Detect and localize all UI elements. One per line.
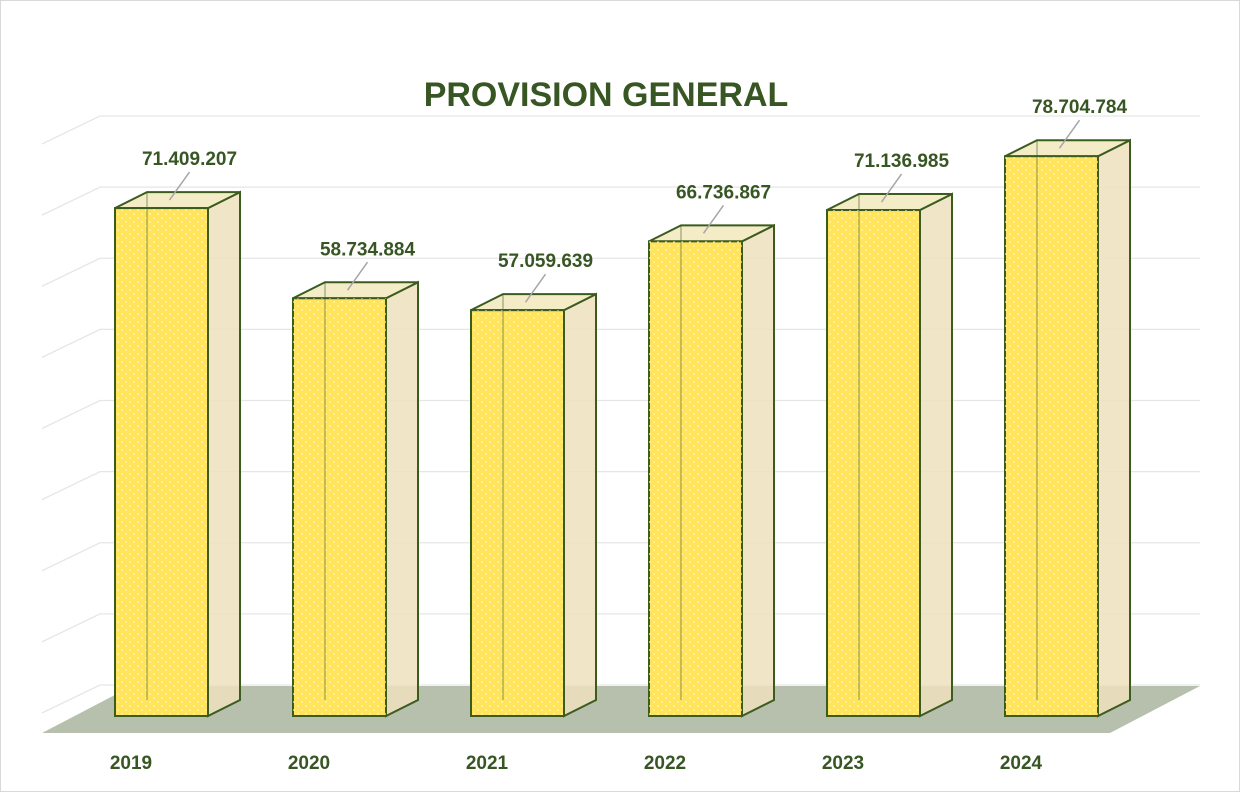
bar-dots: [115, 208, 208, 716]
data-label: 57.059.639: [498, 251, 593, 272]
bar-dots: [293, 298, 386, 716]
data-label: 71.409.207: [142, 149, 237, 170]
x-tick-label: 2024: [1000, 753, 1043, 774]
data-label: 66.736.867: [676, 182, 771, 203]
label-leader: [880, 173, 903, 203]
grid-line: [41, 115, 1200, 145]
bar-side: [1097, 138, 1131, 718]
bar-dots: [649, 241, 742, 716]
label-leader: [346, 261, 369, 291]
grid-line: [41, 186, 1200, 216]
bar-side: [919, 192, 953, 718]
bars: 71.409.207 2019 58.734.884 2020 57.059.639 20…: [110, 97, 1131, 774]
data-label: 58.734.884: [320, 239, 416, 260]
bar-dots: [827, 210, 920, 716]
x-tick-label: 2021: [466, 753, 509, 774]
bar-dots: [1005, 156, 1098, 716]
x-tick-label: 2019: [110, 753, 152, 774]
data-label: 78.704.784: [1032, 97, 1128, 118]
chart-title: PROVISION GENERAL: [424, 76, 789, 114]
label-leader: [524, 273, 547, 303]
bar-side: [563, 292, 597, 718]
bar-side: [207, 190, 241, 718]
data-label: 71.136.985: [854, 151, 950, 172]
x-tick-label: 2023: [822, 753, 864, 774]
x-tick-label: 2020: [288, 753, 330, 774]
x-tick-label: 2022: [644, 753, 686, 774]
bar-side: [741, 223, 775, 718]
bar-dots: [471, 310, 564, 716]
bar-side: [385, 280, 419, 718]
label-leader: [702, 204, 725, 234]
label-leader: [1058, 119, 1081, 149]
label-leader: [168, 171, 191, 201]
